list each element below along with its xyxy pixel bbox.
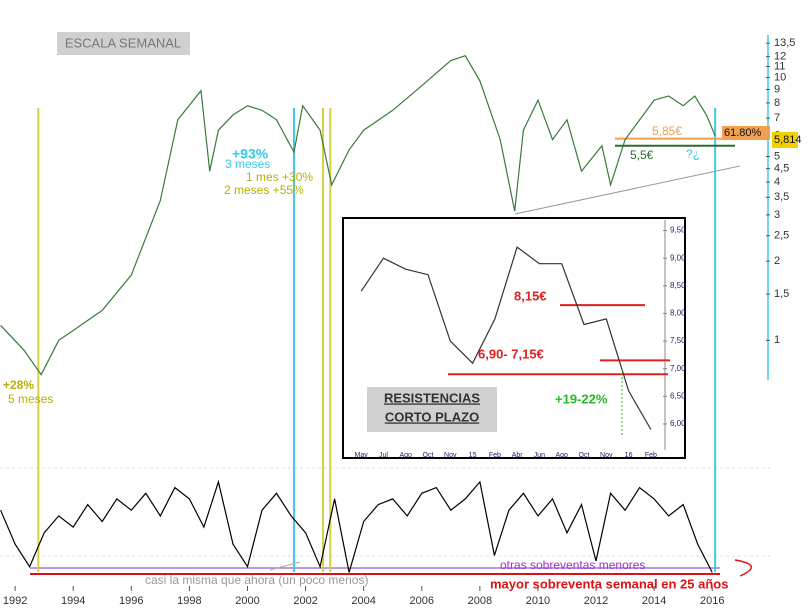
- badge-box: [772, 132, 798, 148]
- y-tick-label: 9: [774, 83, 780, 95]
- y-tick-label: 9,00: [670, 253, 686, 262]
- x-tick-label: 16: [625, 452, 633, 459]
- y-tick-label: 12: [774, 51, 786, 63]
- annotation: ?¿: [686, 147, 700, 161]
- annotation: +19-22%: [555, 391, 608, 406]
- y-tick-label: 7: [774, 112, 780, 124]
- y-tick-label: 9,50: [670, 226, 686, 235]
- y-tick-label: 1: [774, 334, 780, 346]
- x-tick-label: 1994: [61, 595, 85, 607]
- y-tick-label: 4,5: [774, 163, 789, 175]
- annotation: otras sobreventas menores: [500, 558, 645, 572]
- x-tick-label: Nov: [600, 452, 613, 459]
- annotation: RESISTENCIAS: [384, 390, 480, 405]
- x-tick-label: 2012: [584, 595, 608, 607]
- arrow: [734, 559, 752, 577]
- x-tick-label: 2008: [468, 595, 492, 607]
- y-tick-label: 5: [774, 150, 780, 162]
- x-tick-label: Ago: [399, 452, 412, 459]
- y-tick-label: 2,5: [774, 230, 789, 242]
- x-tick-label: 2016: [700, 595, 724, 607]
- annotation: casi la misma que ahora (un poco menos): [145, 573, 368, 587]
- y-tick-label: 3,5: [774, 191, 789, 203]
- annotation: mayor sobreventa semanal en 25 años: [490, 576, 728, 591]
- badge-label: 61.80%: [724, 127, 762, 139]
- data-line: [0, 479, 713, 573]
- y-tick-label: 6,50: [670, 391, 686, 400]
- y-tick-label: 4: [774, 176, 780, 188]
- annotation: 6,90- 7,15€: [478, 346, 544, 361]
- annotation: 3 meses: [225, 157, 270, 171]
- annotation: 8,15€: [514, 288, 547, 303]
- annotation: 2 meses +55%: [224, 183, 304, 197]
- x-tick-label: 1992: [3, 595, 27, 607]
- x-tick-label: 2006: [410, 595, 434, 607]
- x-tick-label: 2004: [351, 595, 375, 607]
- x-tick-label: Feb: [645, 452, 657, 459]
- x-tick-label: May: [355, 452, 369, 459]
- data-line: [0, 54, 716, 376]
- badge-box: [722, 126, 770, 140]
- y-tick-label: 13,5: [774, 37, 795, 49]
- annotation: +28%: [3, 378, 34, 392]
- x-tick-label: Ago: [555, 452, 568, 459]
- title-box: [57, 32, 190, 55]
- y-tick-label: 2: [774, 255, 780, 267]
- x-tick-label: 2010: [526, 595, 550, 607]
- y-tick-label: 8,50: [670, 281, 686, 290]
- annotation: 5,5€: [630, 148, 654, 162]
- x-tick-label: 1996: [119, 595, 143, 607]
- x-tick-label: 15: [469, 452, 477, 459]
- x-tick-label: Oct: [423, 452, 434, 459]
- x-tick-label: 2002: [293, 595, 317, 607]
- arrow: [269, 561, 301, 571]
- x-tick-label: 2014: [642, 595, 666, 607]
- x-tick-label: 1998: [177, 595, 201, 607]
- y-tick-label: 6,00: [670, 419, 686, 428]
- annotation: +93%: [232, 146, 269, 162]
- y-tick-label: 8: [774, 97, 780, 109]
- data-line: [360, 246, 652, 430]
- x-tick-label: Jul: [379, 452, 388, 459]
- annotation: 5,85€: [652, 124, 682, 138]
- x-tick-label: Oct: [579, 452, 590, 459]
- y-tick-label: 7,50: [670, 336, 686, 345]
- annotation: CORTO PLAZO: [385, 409, 479, 424]
- chart-title: ESCALA SEMANAL: [65, 35, 181, 50]
- y-tick-label: 8,00: [670, 309, 686, 318]
- x-tick-label: 2000: [235, 595, 259, 607]
- x-tick-label: Jun: [534, 452, 545, 459]
- x-tick-label: Feb: [489, 452, 501, 459]
- y-tick-label: 7,00: [670, 364, 686, 373]
- x-tick-label: Abr: [512, 452, 524, 459]
- trendline: [514, 165, 741, 215]
- y-tick-label: 1,5: [774, 288, 789, 300]
- y-tick-label: 11: [774, 60, 785, 72]
- y-tick-label: 3: [774, 209, 780, 221]
- x-tick-label: Nov: [444, 452, 457, 459]
- annotation: 1 mes +30%: [246, 170, 313, 184]
- annotation: 5 meses: [8, 392, 53, 406]
- y-tick-label: 10: [774, 71, 786, 83]
- label-box: [367, 387, 497, 432]
- badge-label: 5,814: [774, 134, 802, 146]
